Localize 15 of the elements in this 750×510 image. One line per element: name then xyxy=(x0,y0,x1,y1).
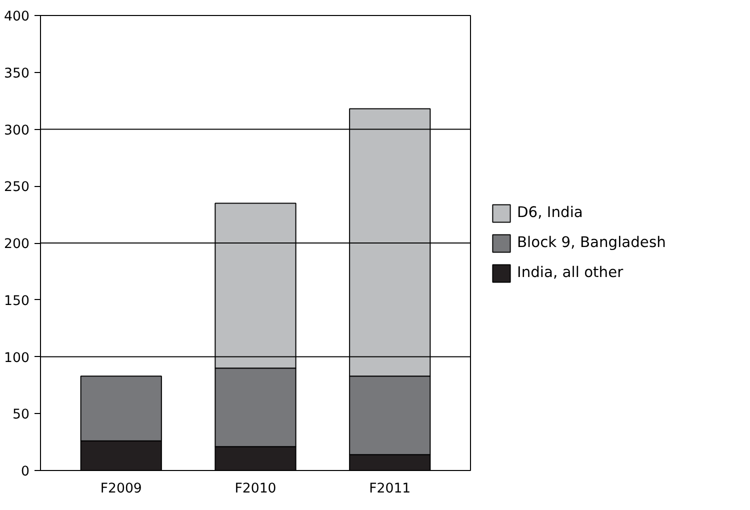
y-tick-label: 50 xyxy=(12,408,30,423)
y-tick-label: 250 xyxy=(4,180,30,196)
y-tick-label: 300 xyxy=(4,123,30,138)
y-tick-label: 100 xyxy=(4,350,30,366)
legend-label: D6, India xyxy=(517,204,583,221)
y-tick-label: 150 xyxy=(4,294,30,309)
y-tick-label: 200 xyxy=(4,237,30,252)
x-tick-label: F2009 xyxy=(100,482,142,496)
y-tick-label: 0 xyxy=(21,464,30,480)
x-tick-label: F2011 xyxy=(369,482,411,496)
legend-label: India, all other xyxy=(517,264,624,281)
x-tick-label: F2010 xyxy=(234,482,276,496)
y-tick-label: 350 xyxy=(4,66,30,82)
y-tick-label: 400 xyxy=(4,10,30,24)
legend-label: Block 9, Bangladesh xyxy=(517,234,666,251)
